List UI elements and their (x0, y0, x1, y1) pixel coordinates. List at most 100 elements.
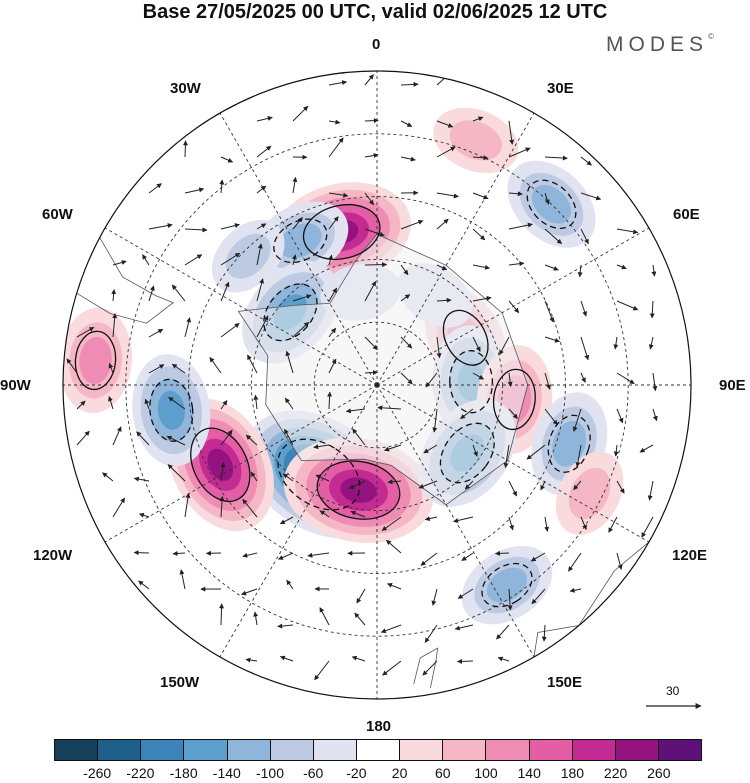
wind-arrow (292, 217, 303, 230)
colorbar-segment (97, 740, 141, 760)
wind-arrow (572, 408, 582, 432)
latitude-circle (125, 133, 629, 637)
wind-arrow (256, 278, 265, 302)
wind-arrow (242, 552, 258, 558)
contour-line (302, 204, 381, 260)
wind-arrow (544, 155, 568, 161)
wind-arrow (436, 297, 452, 303)
wind-arrow (328, 358, 337, 374)
wind-arrow (364, 192, 375, 206)
wind-arrow (292, 176, 298, 194)
wind-arrow (179, 569, 186, 590)
wind-arrow (364, 228, 385, 237)
lon-label-120w: 120W (33, 547, 73, 564)
wind-arrow (497, 656, 510, 662)
wind-arrow (348, 480, 366, 489)
colorbar-tick-label: -20 (346, 765, 367, 781)
wind-arrow (472, 116, 484, 122)
wind-arrow (319, 607, 330, 626)
wind-arrow (314, 660, 330, 681)
wind-arrow (219, 179, 225, 194)
contour-line (492, 368, 536, 431)
wind-arrow (641, 516, 654, 538)
wind-arrow (364, 153, 379, 158)
wind-arrow (580, 192, 602, 201)
wind-arrow (278, 552, 294, 560)
contour-line (481, 562, 533, 608)
wind-arrow (400, 120, 413, 127)
wind-arrow (424, 516, 438, 522)
wind-arrow (279, 655, 294, 662)
wind-arrow (461, 552, 474, 562)
wind-arrow (508, 147, 531, 158)
wind-arrow (241, 588, 258, 596)
wind-arrow (386, 539, 402, 554)
colorbar-tick-label: 20 (391, 765, 408, 781)
anomaly-band (340, 477, 377, 503)
colorbar-segment (269, 740, 313, 760)
wind-arrow (111, 289, 117, 302)
map-boundary (62, 70, 692, 700)
wind-arrow (112, 426, 122, 446)
wind-arrow (400, 156, 416, 162)
contour-line (547, 414, 591, 473)
colorbar-tick-label: 60 (435, 765, 451, 781)
wind-arrow (577, 264, 583, 278)
wind-arrow (423, 444, 438, 454)
anomaly-band (157, 390, 185, 430)
wind-arrow (253, 611, 259, 626)
wind-arrow (508, 191, 523, 197)
wind-arrow (652, 408, 658, 422)
wind-arrow (292, 294, 312, 302)
wind-arrow (148, 285, 155, 302)
wind-arrow (580, 300, 588, 317)
wind-arrow (242, 498, 258, 518)
wind-arrow (494, 550, 510, 556)
wind-arrow (508, 408, 518, 419)
wind-arrow (648, 336, 654, 350)
wind-arrow (171, 284, 186, 302)
colorbar-segment (140, 740, 184, 760)
wind-arrow (351, 655, 366, 662)
wind-arrow (616, 300, 639, 311)
wind-arrow (422, 660, 438, 676)
wind-arrow (580, 228, 589, 245)
wind-arrow (541, 624, 547, 642)
wind-arrow (184, 492, 191, 518)
copyright-mark: © (708, 32, 714, 41)
wind-arrow (328, 80, 348, 86)
wind-arrow (575, 444, 582, 468)
wind-arrow (580, 156, 592, 166)
wind-arrow (544, 300, 554, 323)
meridian-line (219, 384, 378, 658)
anomaly-band (278, 223, 322, 259)
lon-label-180: 180 (366, 718, 392, 735)
colorbar-segment (571, 740, 615, 760)
wind-arrow (315, 474, 330, 482)
wind-arrow (327, 391, 333, 410)
colorbar-tick-label: -60 (303, 765, 324, 781)
colorbar-tick-label: 180 (560, 765, 585, 781)
wind-arrow (380, 624, 402, 634)
wind-arrow (250, 471, 258, 482)
anomaly-band (79, 336, 112, 384)
wind-arrow (508, 222, 533, 230)
lon-label-30w: 30W (170, 80, 201, 97)
wind-arrow (508, 300, 520, 314)
wind-arrow (616, 552, 623, 570)
meridian-line (104, 384, 378, 543)
wind-arrow (256, 223, 267, 230)
wind-arrow (112, 260, 127, 266)
wind-arrow (245, 434, 258, 446)
wind-arrow (220, 462, 226, 482)
contour-lines (74, 179, 591, 608)
wind-arrow (425, 372, 438, 388)
colorbar-segment (55, 740, 98, 760)
wind-arrow (568, 552, 582, 572)
wind-arrow (313, 444, 330, 450)
wind-arrow (168, 396, 186, 410)
wind-arrow (387, 479, 402, 485)
wind-arrow (544, 516, 550, 532)
wind-vectors (66, 71, 658, 681)
